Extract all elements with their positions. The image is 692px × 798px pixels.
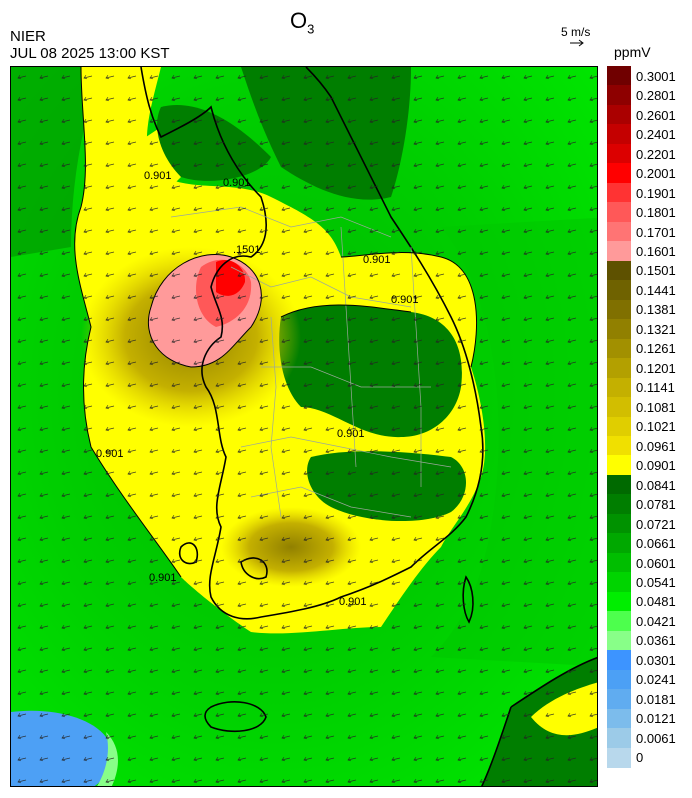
colorbar-tick-label: 0.0721 (636, 516, 676, 532)
colorbar-swatch (607, 377, 631, 398)
contour-label: 0.901 (96, 448, 124, 460)
ozone-field-svg: 0.901 0.901 0.901 0.901 0.901 0.901 0.90… (11, 67, 597, 786)
colorbar-swatch (607, 338, 631, 359)
contour-label: 0.901 (391, 294, 419, 306)
colorbar (607, 66, 631, 768)
colorbar-swatch (607, 474, 631, 495)
contour-value-labels: 0.901 0.901 0.901 0.901 0.901 0.901 0.90… (96, 170, 419, 608)
colorbar-tick-label: 0.3001 (636, 68, 676, 84)
colorbar-tick-label: 0.2201 (636, 146, 676, 162)
colorbar-swatch (607, 397, 631, 418)
colorbar-tick-label: 0.2601 (636, 107, 676, 123)
colorbar-swatch (607, 163, 631, 184)
colorbar-tick-label: 0.0361 (636, 633, 676, 649)
colorbar-swatch (607, 533, 631, 554)
colorbar-swatch (607, 221, 631, 242)
colorbar-swatch (607, 202, 631, 223)
contour-label: 0.901 (223, 177, 251, 189)
colorbar-swatch (607, 630, 631, 651)
colorbar-tick-label: 0.1441 (636, 282, 676, 298)
colorbar-tick-label: 0.1021 (636, 419, 676, 435)
colorbar-tick-label: 0.0901 (636, 458, 676, 474)
colorbar-swatch (607, 650, 631, 671)
colorbar-tick-label: 0.2001 (636, 166, 676, 182)
vector-key-arrow-icon (570, 39, 584, 47)
colorbar-swatch (607, 280, 631, 301)
colorbar-swatch (607, 552, 631, 573)
colorbar-tick-label: 0.0121 (636, 711, 676, 727)
colorbar-swatch (607, 260, 631, 281)
colorbar-swatch (607, 611, 631, 632)
colorbar-tick-label: 0.0601 (636, 555, 676, 571)
colorbar-swatch (607, 319, 631, 340)
colorbar-tick-label: 0.0061 (636, 730, 676, 746)
colorbar-tick-label: 0.0781 (636, 497, 676, 513)
colorbar-tick-label: 0.1701 (636, 224, 676, 240)
colorbar-swatch (607, 455, 631, 476)
colorbar-swatch (607, 299, 631, 320)
colorbar-tick-label: 0.1381 (636, 302, 676, 318)
colorbar-tick-label: 0.0961 (636, 438, 676, 454)
colorbar-tick-label: 0.1901 (636, 185, 676, 201)
colorbar-swatch (607, 104, 631, 125)
colorbar-swatch (607, 182, 631, 203)
colorbar-unit: ppmV (614, 44, 651, 60)
contour-label: 0.901 (149, 572, 177, 584)
colorbar-swatch (607, 358, 631, 379)
colorbar-swatch (607, 572, 631, 593)
colorbar-tick-label: 0.1321 (636, 321, 676, 337)
colorbar-swatch (607, 708, 631, 729)
colorbar-swatch (607, 494, 631, 515)
colorbar-swatch (607, 85, 631, 106)
wind-vectors (11, 67, 597, 786)
colorbar-swatch (607, 513, 631, 534)
contour-label: 0.901 (337, 428, 365, 440)
colorbar-swatch (607, 241, 631, 262)
colorbar-tick-label: 0.1081 (636, 399, 676, 415)
title-base: O (290, 8, 308, 33)
colorbar-swatch (607, 66, 631, 87)
colorbar-swatch (607, 689, 631, 710)
colorbar-swatch (607, 728, 631, 749)
colorbar-tick-label: 0.2401 (636, 127, 676, 143)
colorbar-swatch (607, 416, 631, 437)
colorbar-tick-label: 0.1601 (636, 243, 676, 259)
contour-label: 0.901 (363, 254, 391, 266)
colorbar-tick-label: 0.0481 (636, 594, 676, 610)
colorbar-swatch (607, 143, 631, 164)
colorbar-swatch (607, 669, 631, 690)
colorbar-tick-label: 0.0661 (636, 536, 676, 552)
contour-label: 0.901 (144, 170, 172, 182)
source-label: NIER (10, 28, 46, 45)
colorbar-tick-label: 0.0301 (636, 652, 676, 668)
map-title: O3 (290, 8, 314, 36)
colorbar-tick-label: 0.0241 (636, 672, 676, 688)
colorbar-swatch (607, 747, 631, 768)
colorbar-swatch (607, 124, 631, 145)
colorbar-tick-label: 0.1501 (636, 263, 676, 279)
colorbar-tick-label: 0 (636, 750, 644, 766)
contour-label: 0.901 (339, 596, 367, 608)
contour-label: .1501 (233, 244, 261, 256)
timestamp-label: JUL 08 2025 13:00 KST (10, 45, 170, 62)
colorbar-swatch (607, 591, 631, 612)
colorbar-swatch (607, 435, 631, 457)
title-subscript: 3 (307, 21, 315, 37)
colorbar-tick-label: 0.2801 (636, 88, 676, 104)
vector-key-label: 5 m/s (561, 25, 591, 39)
colorbar-tick-label: 0.0841 (636, 477, 676, 493)
colorbar-tick-label: 0.1261 (636, 341, 676, 357)
colorbar-tick-label: 0.1201 (636, 360, 676, 376)
colorbar-tick-label: 0.1801 (636, 205, 676, 221)
colorbar-tick-label: 0.0541 (636, 575, 676, 590)
colorbar-tick-label: 0.1141 (636, 380, 675, 396)
ozone-map: 0.901 0.901 0.901 0.901 0.901 0.901 0.90… (10, 66, 598, 787)
colorbar-tick-label: 0.0421 (636, 613, 676, 629)
colorbar-tick-label: 0.0181 (636, 691, 676, 707)
